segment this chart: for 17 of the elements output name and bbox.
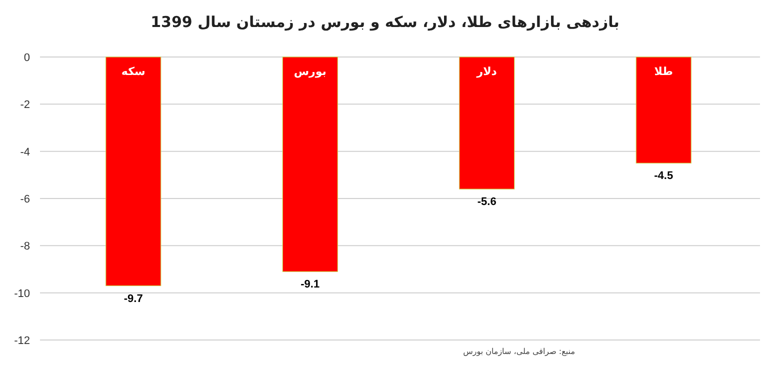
x-tick-label: طلا xyxy=(654,65,673,78)
y-tick-label: -4 xyxy=(20,146,30,158)
y-tick-label: 0 xyxy=(24,52,30,64)
data-label: -9.1 xyxy=(300,278,320,291)
data-label: -4.5 xyxy=(654,170,674,182)
y-tick-label: -2 xyxy=(20,99,30,112)
y-tick-label: -12 xyxy=(14,335,30,347)
y-tick-label: -6 xyxy=(20,194,30,206)
y-tick-label: -8 xyxy=(20,240,30,253)
chart-title: بازدهی بازارهای طلا، دلار، سکه و بورس در زمستان سال 1399 xyxy=(150,13,620,31)
data-label: -5.6 xyxy=(477,196,496,208)
y-tick-label: -10 xyxy=(14,288,30,300)
data-label: -9.7 xyxy=(124,292,143,305)
x-tick-label: سکه xyxy=(121,65,146,78)
x-tick-label: بورس xyxy=(294,65,326,78)
text: منبع: صرافی ملی، سازمان بورس xyxy=(463,347,575,356)
x-tick-label: دلار xyxy=(476,65,498,78)
